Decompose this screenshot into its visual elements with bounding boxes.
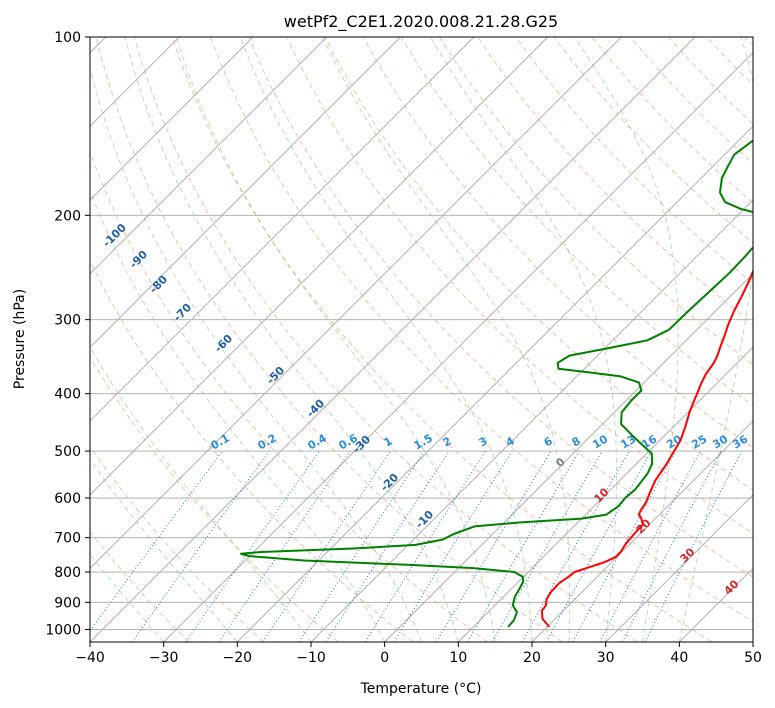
mixing-ratio-line bbox=[435, 450, 552, 642]
background-lines bbox=[90, 37, 753, 642]
dry-adiabat-line bbox=[90, 356, 339, 642]
mixing-ratio-line bbox=[185, 450, 320, 642]
x-axis-label: Temperature (°C) bbox=[360, 681, 482, 697]
dry-adiabat-line bbox=[286, 37, 753, 534]
x-tick-label: 10 bbox=[449, 650, 467, 666]
moist-adiabat-line bbox=[574, 37, 679, 642]
y-tick-label: 200 bbox=[54, 208, 81, 224]
mixing-ratio-line bbox=[572, 450, 677, 642]
moist-adiabat-line bbox=[90, 190, 386, 642]
y-tick-label: 100 bbox=[54, 30, 81, 46]
dry-adiabat-line bbox=[133, 37, 638, 642]
x-tick-label: 20 bbox=[523, 650, 541, 666]
y-tick-label: 700 bbox=[54, 531, 81, 547]
y-tick-label: 300 bbox=[54, 313, 81, 329]
x-tick-label: −10 bbox=[296, 650, 326, 666]
x-axis-ticks: −40 −30 −20 −10 0 10 20 30 40 50 bbox=[75, 642, 762, 666]
mixing-ratio-line bbox=[325, 450, 450, 642]
profile-lines bbox=[239, 139, 753, 628]
chart-title: wetPf2_C2E1.2020.008.21.28.G25 bbox=[284, 12, 558, 32]
y-tick-label: 500 bbox=[54, 444, 81, 460]
moist-adiabat-line bbox=[90, 458, 238, 642]
x-tick-label: 50 bbox=[744, 650, 762, 666]
mixing-ratio-line bbox=[218, 450, 351, 642]
moist-adiabat-line bbox=[322, 37, 571, 642]
moist-adiabat-line bbox=[124, 37, 459, 642]
dry-adiabat-line bbox=[90, 259, 414, 642]
isotherm-line bbox=[90, 37, 622, 569]
profile-series-line bbox=[239, 139, 753, 628]
x-tick-label: −30 bbox=[149, 650, 179, 666]
mixing-ratio-line bbox=[545, 450, 653, 642]
dry-adiabat-line bbox=[515, 37, 753, 284]
mixing-ratio-line bbox=[644, 450, 743, 642]
dry-adiabat-line bbox=[439, 37, 753, 365]
isotherm-line bbox=[163, 52, 753, 642]
moist-adiabat-line bbox=[90, 553, 165, 642]
moist-adiabat-line bbox=[90, 66, 422, 642]
profile-series-line bbox=[540, 269, 753, 628]
isotherm-line bbox=[90, 37, 401, 348]
x-tick-label: 30 bbox=[597, 650, 615, 666]
isotherm-line bbox=[384, 273, 753, 642]
isotherm-line bbox=[90, 37, 696, 642]
y-tick-label: 1000 bbox=[45, 622, 81, 638]
mixing-ratio-line bbox=[262, 450, 392, 642]
moist-adiabat-line bbox=[175, 37, 496, 642]
isotherm-line bbox=[605, 494, 753, 642]
x-tick-label: 40 bbox=[670, 650, 688, 666]
dry-adiabat-line bbox=[90, 445, 264, 642]
y-axis-label: Pressure (hPa) bbox=[12, 289, 28, 389]
y-tick-label: 800 bbox=[54, 565, 81, 581]
moist-adiabat-line bbox=[239, 37, 533, 642]
isotherm-line bbox=[90, 37, 328, 275]
mixing-ratio-line bbox=[621, 450, 722, 642]
moist-adiabat-line bbox=[430, 37, 617, 642]
isotherm-line bbox=[90, 37, 475, 422]
x-tick-label: −40 bbox=[75, 650, 105, 666]
mixing-ratio-line bbox=[599, 450, 701, 642]
x-tick-label: 0 bbox=[380, 650, 389, 666]
y-tick-label: 400 bbox=[54, 387, 81, 403]
mixing-ratio-line bbox=[393, 450, 513, 642]
dry-adiabat-line bbox=[171, 37, 712, 642]
isotherm-line bbox=[457, 346, 753, 642]
mixing-ratio-line bbox=[298, 450, 425, 642]
dry-adiabat-line bbox=[95, 37, 563, 642]
isotherm-line bbox=[531, 420, 753, 642]
isotherm-line bbox=[90, 37, 549, 496]
dry-adiabat-line bbox=[90, 531, 190, 642]
dry-adiabat-line bbox=[210, 37, 753, 623]
mixing-ratio-line bbox=[131, 450, 270, 642]
plot-frame bbox=[89, 36, 754, 643]
isotherm-line bbox=[236, 125, 753, 642]
x-tick-label: −20 bbox=[223, 650, 253, 666]
y-tick-label: 600 bbox=[54, 491, 81, 507]
moist-adiabat-line bbox=[90, 345, 312, 642]
isotherm-line bbox=[90, 37, 254, 201]
y-axis-ticks: 100 200 300 400 500 600 700 800 900 1000 bbox=[45, 30, 90, 638]
dry-adiabat-line bbox=[248, 37, 753, 578]
y-tick-label: 900 bbox=[54, 595, 81, 611]
dry-adiabat-line bbox=[400, 37, 753, 407]
mixing-ratio-line bbox=[364, 450, 486, 642]
dry-adiabat-line bbox=[90, 150, 488, 642]
